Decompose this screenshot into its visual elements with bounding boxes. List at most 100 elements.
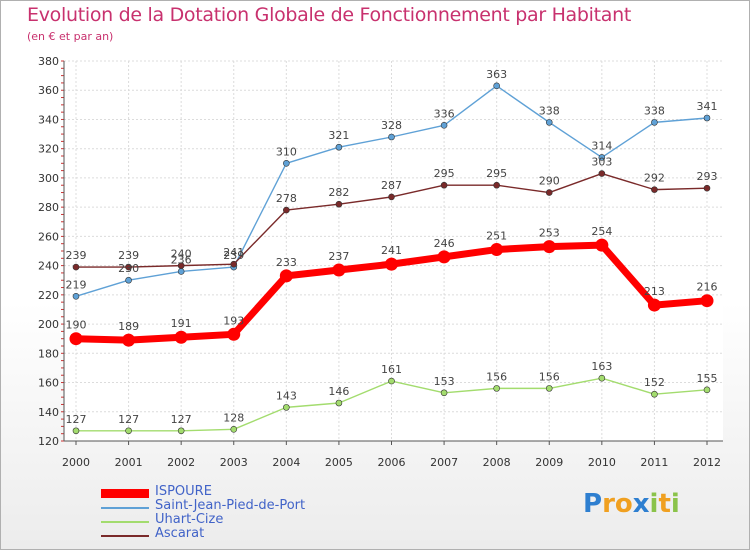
x-tick-label: 2012 xyxy=(693,456,721,469)
data-label-uhart-cize: 153 xyxy=(434,375,455,388)
data-point-saint-jean-pied-de-port xyxy=(72,293,80,300)
logo-letter: o xyxy=(614,489,633,519)
chart-subtitle: (en € et par an) xyxy=(27,30,114,43)
data-point-ispoure xyxy=(332,263,346,277)
legend-item-saint-jean-pied-de-port: Saint-Jean-Pied-de-Port xyxy=(101,498,381,514)
data-label-ispoure: 237 xyxy=(328,250,349,263)
y-tick-label: 360 xyxy=(38,84,59,97)
data-point-uhart-cize xyxy=(283,404,290,411)
x-tick-label: 2010 xyxy=(588,456,616,469)
legend-swatch xyxy=(101,489,149,498)
data-label-uhart-cize: 156 xyxy=(539,370,560,383)
data-label-ispoure: 216 xyxy=(697,281,718,294)
data-label-uhart-cize: 127 xyxy=(171,413,192,426)
data-label-ascarat: 303 xyxy=(591,156,612,169)
x-tick-label: 2004 xyxy=(272,456,300,469)
data-label-ispoure: 213 xyxy=(644,285,665,298)
data-point-ascarat xyxy=(651,186,658,193)
data-point-uhart-cize xyxy=(703,386,711,394)
logo-letter: t xyxy=(658,489,671,519)
data-point-uhart-cize xyxy=(598,374,606,382)
x-tick-label: 2008 xyxy=(483,456,511,469)
y-tick-label: 380 xyxy=(38,55,59,68)
data-label-saint-jean-pied-de-port: 219 xyxy=(66,278,87,291)
data-label-ascarat: 293 xyxy=(697,170,718,183)
data-label-ascarat: 292 xyxy=(644,172,665,185)
data-point-saint-jean-pied-de-port xyxy=(388,133,395,141)
data-label-uhart-cize: 161 xyxy=(381,363,402,376)
data-point-ispoure xyxy=(174,330,188,344)
data-label-saint-jean-pied-de-port: 328 xyxy=(381,119,402,132)
data-point-uhart-cize xyxy=(335,399,343,407)
legend-item-ispoure: ISPOURE xyxy=(101,484,381,500)
data-point-uhart-cize xyxy=(440,389,448,397)
data-label-uhart-cize: 155 xyxy=(697,372,718,385)
data-label-ispoure: 254 xyxy=(591,225,612,238)
data-point-uhart-cize xyxy=(72,427,80,435)
chart-title: Evolution de la Dotation Globale de Fonc… xyxy=(27,4,632,26)
proxiti-logo: Proxiti xyxy=(583,489,680,519)
data-point-saint-jean-pied-de-port xyxy=(125,276,132,284)
data-point-ascarat xyxy=(493,181,500,189)
logo-letter: x xyxy=(632,489,650,519)
data-label-saint-jean-pied-de-port: 341 xyxy=(697,100,718,113)
data-label-uhart-cize: 163 xyxy=(591,360,612,373)
data-label-ascarat: 282 xyxy=(328,186,349,199)
data-point-ispoure xyxy=(700,294,714,308)
data-label-saint-jean-pied-de-port: 236 xyxy=(171,253,192,266)
data-label-saint-jean-pied-de-port: 336 xyxy=(434,107,455,120)
data-label-uhart-cize: 128 xyxy=(223,411,244,424)
y-tick-label: 240 xyxy=(38,260,59,273)
data-label-uhart-cize: 143 xyxy=(276,389,297,402)
y-tick-label: 160 xyxy=(38,377,59,390)
data-label-ascarat: 290 xyxy=(539,175,560,188)
data-label-ispoure: 190 xyxy=(66,319,87,332)
data-label-ispoure: 241 xyxy=(381,244,402,257)
line-chart: 120 140 160 180 200 220 240 260 280 300 320 340 360 3… xyxy=(38,55,723,469)
data-point-ascarat xyxy=(335,200,343,208)
data-point-ascarat xyxy=(125,263,132,271)
y-tick-label: 120 xyxy=(38,435,59,448)
data-label-ascarat: 239 xyxy=(118,249,139,262)
data-label-ascarat: 295 xyxy=(434,167,455,180)
data-point-uhart-cize xyxy=(493,385,500,392)
data-label-ispoure: 189 xyxy=(118,320,139,333)
data-label-uhart-cize: 146 xyxy=(328,385,349,398)
data-point-saint-jean-pied-de-port xyxy=(440,122,448,129)
legend-item-uhart-cize: Uhart-Cize xyxy=(101,512,381,528)
data-label-ascarat: 278 xyxy=(276,192,297,205)
y-tick-label: 260 xyxy=(38,230,59,243)
data-point-saint-jean-pied-de-port xyxy=(703,114,711,122)
x-tick-label: 2005 xyxy=(325,456,353,469)
data-point-ispoure xyxy=(385,257,398,271)
y-tick-label: 340 xyxy=(38,113,59,126)
x-tick-label: 2009 xyxy=(535,456,563,469)
y-tick-label: 200 xyxy=(38,318,59,331)
x-tick-label: 2006 xyxy=(378,456,406,469)
data-label-saint-jean-pied-de-port: 239 xyxy=(223,249,244,262)
legend: ISPOURE Saint-Jean-Pied-de-Port Uhart-Ci… xyxy=(101,484,381,542)
data-label-saint-jean-pied-de-port: 314 xyxy=(591,139,612,152)
data-label-saint-jean-pied-de-port: 363 xyxy=(486,68,507,81)
data-point-ascarat xyxy=(388,193,395,201)
plot-area xyxy=(64,61,723,441)
legend-label: Ascarat xyxy=(155,526,205,541)
data-label-ascarat: 240 xyxy=(171,248,192,261)
x-tick-label: 2001 xyxy=(115,456,143,469)
data-point-uhart-cize xyxy=(230,426,238,433)
data-point-ascarat xyxy=(545,189,553,196)
y-tick-label: 140 xyxy=(38,406,59,419)
data-label-ispoure: 193 xyxy=(223,314,244,327)
legend-swatch xyxy=(101,521,149,523)
axis-layer: 120 140 160 180 200 220 240 260 280 300 320 340 360 3… xyxy=(38,55,723,469)
data-label-saint-jean-pied-de-port: 321 xyxy=(328,129,349,142)
x-tick-label: 2011 xyxy=(640,456,668,469)
x-tick-label: 2003 xyxy=(220,456,248,469)
series-layer xyxy=(69,82,714,435)
data-label-ispoure: 251 xyxy=(486,230,507,243)
data-point-ascarat xyxy=(440,181,448,189)
data-point-ispoure xyxy=(490,243,504,257)
logo-letter: i xyxy=(649,489,659,519)
data-point-ascarat xyxy=(598,170,606,177)
